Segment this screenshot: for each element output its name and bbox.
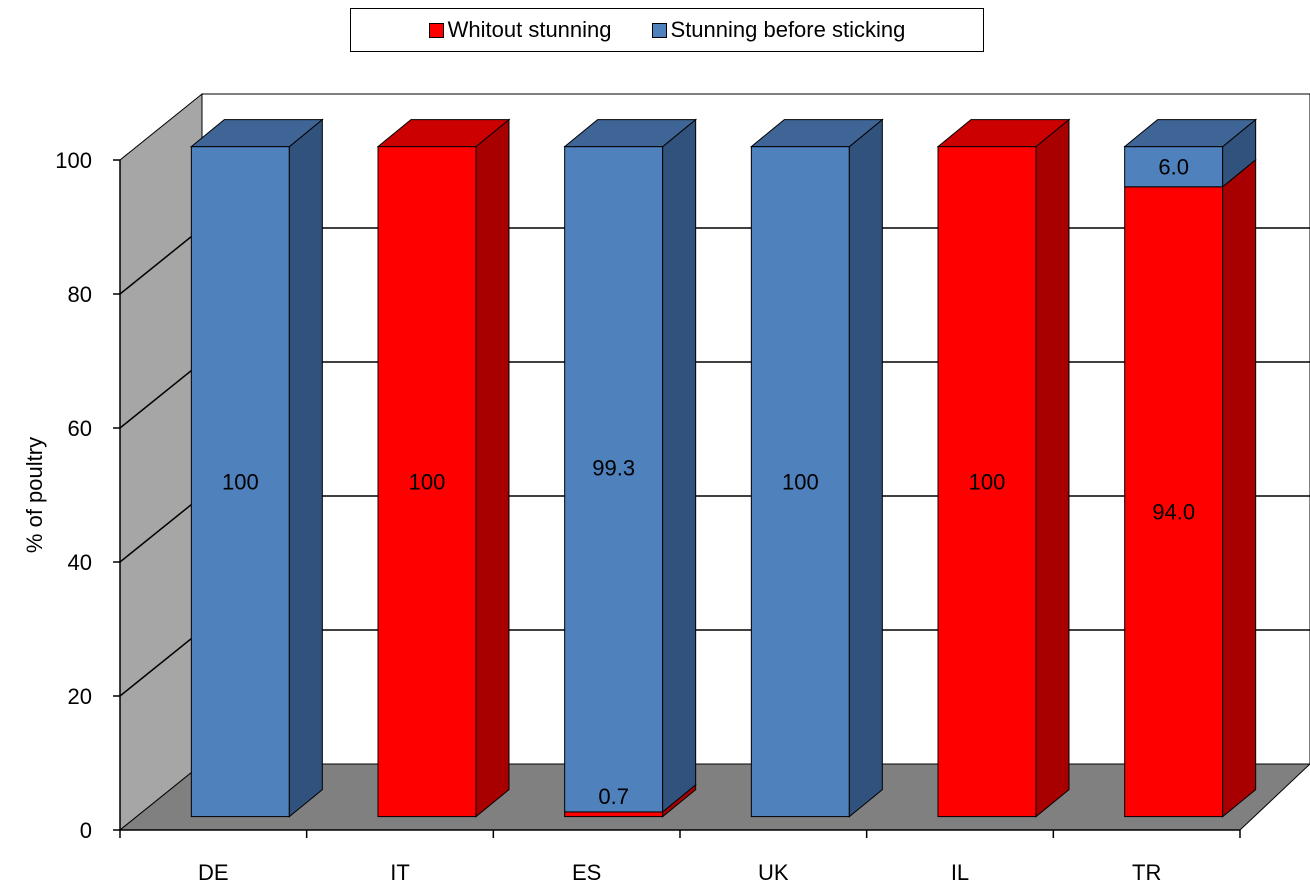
- y-tick-label: 80: [68, 282, 92, 307]
- gridline: [119, 495, 203, 563]
- bar-side-il-without-stunning: [1035, 118, 1070, 818]
- y-tick-label: 0: [80, 818, 92, 843]
- bar-top-uk-stunning: [749, 119, 884, 148]
- legend-item-stunning-before-sticking: Stunning before sticking: [651, 17, 906, 43]
- bar-side-es-stunning: [662, 118, 697, 813]
- legend-label-whitout-stunning: Whitout stunning: [447, 17, 612, 42]
- legend-swatch-blue: [651, 22, 667, 38]
- legend-label-stunning-before-sticking: Stunning before sticking: [670, 17, 906, 42]
- bar-top-it-without-stunning: [376, 119, 511, 148]
- data-labels: 100 100 99.3 0.7 100 100 6.0 94.0: [222, 155, 1195, 809]
- x-tick-label-uk: UK: [758, 860, 789, 885]
- data-label-tr-stunning: 6.0: [1158, 155, 1189, 180]
- bar-side-uk-stunning: [848, 118, 883, 818]
- bar-top-tr-stunning: [1123, 119, 1258, 148]
- gridline: [119, 361, 203, 429]
- bar-front-es-stunning: [564, 146, 664, 813]
- bar-front-es-without-stunning: [564, 811, 664, 818]
- x-tick-label-es: ES: [572, 860, 601, 885]
- bar-front-tr-without-stunning: [1124, 186, 1224, 818]
- axes: 0 20 40 60 80 100 DE IT ES UK IL TR: [55, 148, 1241, 885]
- bar-front-uk-stunning: [750, 146, 850, 818]
- bar-side-it-without-stunning: [475, 118, 510, 818]
- gridline: [119, 629, 203, 697]
- data-label-es-stunning: 99.3: [592, 455, 635, 480]
- legend: Whitout stunning Stunning before stickin…: [350, 8, 984, 52]
- legend-item-whitout-stunning: Whitout stunning: [428, 17, 612, 43]
- y-tick-label: 20: [68, 684, 92, 709]
- bar-front-de-stunning: [190, 146, 290, 818]
- y-tick-label: 60: [68, 416, 92, 441]
- bar-front-tr-stunning: [1124, 146, 1224, 188]
- bar-front-il-without-stunning: [937, 146, 1037, 818]
- y-tick-label: 100: [55, 148, 92, 173]
- data-label-es-without-stunning: 0.7: [598, 784, 629, 809]
- y-tick-label: 40: [68, 550, 92, 575]
- y-axis-title: % of poultry: [22, 437, 47, 553]
- gridline: [119, 227, 203, 295]
- legend-swatch-red: [428, 22, 444, 38]
- data-label-de-stunning: 100: [222, 470, 259, 495]
- side-wall: [119, 92, 203, 832]
- x-tick-label-de: DE: [198, 860, 229, 885]
- data-label-tr-without-stunning: 94.0: [1152, 500, 1195, 525]
- bar-side-de-stunning: [288, 118, 323, 818]
- bar-top-il-without-stunning: [936, 119, 1071, 148]
- bar-front-it-without-stunning: [377, 146, 477, 818]
- data-label-it-without-stunning: 100: [409, 470, 446, 495]
- x-tick-label-il: IL: [951, 860, 969, 885]
- bar-top-es-stunning: [563, 119, 698, 148]
- bar-side-tr-without-stunning: [1222, 158, 1257, 818]
- bar-top-de-stunning: [189, 119, 324, 148]
- data-label-il-without-stunning: 100: [969, 470, 1006, 495]
- data-label-uk-stunning: 100: [782, 470, 819, 495]
- x-tick-label-tr: TR: [1132, 860, 1161, 885]
- bars: [189, 118, 1258, 818]
- x-tick-label-it: IT: [390, 860, 410, 885]
